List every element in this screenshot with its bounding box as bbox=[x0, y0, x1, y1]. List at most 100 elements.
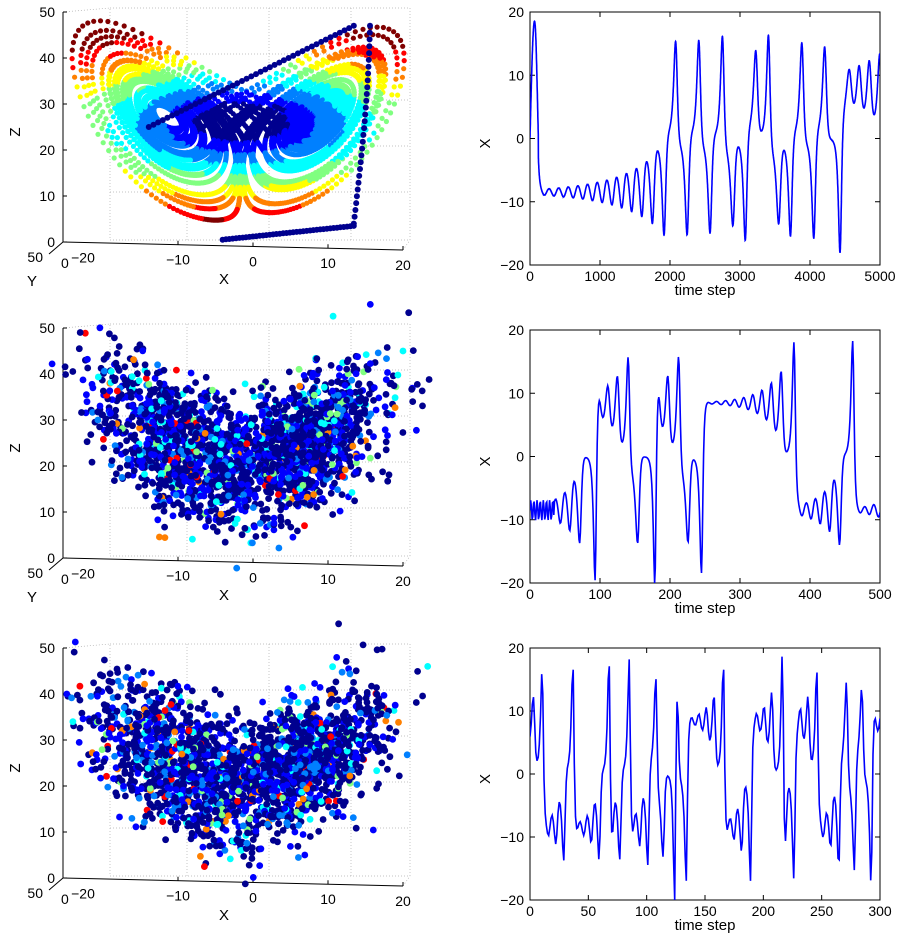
data-point bbox=[123, 146, 129, 152]
data-point bbox=[151, 51, 157, 57]
data-point bbox=[156, 188, 162, 194]
data-point bbox=[123, 134, 129, 141]
data-point bbox=[76, 27, 82, 33]
data-point bbox=[399, 74, 405, 80]
data-point bbox=[328, 39, 334, 46]
y-tick-label: 0 bbox=[61, 255, 69, 271]
data-point bbox=[343, 172, 349, 178]
data-point bbox=[101, 120, 107, 127]
data-point bbox=[159, 178, 166, 185]
data-point bbox=[146, 62, 152, 68]
y-tick-label: 50 bbox=[27, 249, 43, 265]
data-point bbox=[393, 49, 399, 55]
data-point bbox=[374, 135, 380, 141]
data-point bbox=[401, 50, 407, 56]
data-point bbox=[329, 185, 335, 191]
data-point bbox=[371, 109, 377, 115]
data-point bbox=[371, 130, 377, 136]
data-point bbox=[69, 47, 75, 53]
data-point bbox=[394, 55, 400, 61]
data-point bbox=[111, 101, 117, 107]
data-point bbox=[261, 83, 268, 89]
grid-line-top bbox=[62, 7, 111, 13]
data-point bbox=[280, 66, 286, 72]
data-point bbox=[288, 62, 294, 68]
data-point bbox=[354, 137, 360, 143]
data-point bbox=[304, 67, 310, 73]
data-point bbox=[401, 66, 407, 72]
data-point bbox=[107, 86, 113, 93]
data-point bbox=[138, 45, 144, 52]
data-point bbox=[112, 105, 119, 111]
z-tick-label: 40 bbox=[39, 50, 55, 66]
data-point bbox=[108, 108, 114, 114]
data-point bbox=[400, 43, 406, 49]
data-point bbox=[103, 27, 109, 33]
data-point bbox=[350, 35, 356, 41]
data-point bbox=[114, 141, 120, 147]
data-point bbox=[128, 37, 134, 43]
data-point bbox=[295, 57, 301, 64]
data-point bbox=[374, 24, 380, 30]
data-point bbox=[149, 58, 155, 64]
data-point bbox=[393, 76, 399, 82]
data-point bbox=[148, 170, 154, 177]
data-point bbox=[282, 80, 289, 86]
data-point bbox=[88, 32, 94, 38]
data-point bbox=[152, 173, 158, 179]
x-tick-label: 0 bbox=[249, 253, 257, 269]
data-point bbox=[152, 185, 158, 191]
data-point bbox=[69, 56, 75, 62]
data-point bbox=[324, 188, 330, 194]
data-point bbox=[117, 162, 123, 168]
data-point bbox=[348, 160, 354, 166]
data-point bbox=[401, 58, 407, 64]
data-point bbox=[105, 18, 111, 25]
data-point bbox=[273, 86, 279, 93]
data-point bbox=[379, 85, 385, 91]
data-point bbox=[114, 39, 120, 46]
data-point bbox=[133, 169, 139, 175]
data-point bbox=[81, 104, 87, 110]
data-point bbox=[99, 80, 105, 86]
data-point bbox=[352, 29, 358, 35]
data-point bbox=[144, 167, 150, 173]
data-point bbox=[244, 89, 250, 95]
data-point bbox=[131, 43, 137, 49]
data-point bbox=[138, 184, 144, 190]
data-point bbox=[97, 102, 103, 108]
data-point bbox=[374, 103, 380, 109]
data-point bbox=[288, 77, 294, 83]
data-point bbox=[90, 81, 96, 87]
data-point bbox=[110, 114, 116, 120]
data-point bbox=[100, 109, 106, 115]
data-point bbox=[147, 182, 153, 188]
data-point bbox=[181, 75, 187, 81]
data-point bbox=[117, 115, 123, 121]
data-point bbox=[273, 70, 279, 76]
data-point bbox=[348, 167, 355, 173]
data-point bbox=[72, 74, 78, 80]
data-point bbox=[85, 49, 91, 55]
z-axis-label: Z bbox=[7, 127, 24, 136]
data-point bbox=[118, 140, 125, 146]
data-point bbox=[369, 142, 375, 148]
data-point bbox=[85, 113, 91, 119]
data-point bbox=[86, 82, 92, 88]
data-point bbox=[218, 82, 224, 88]
data-point bbox=[148, 35, 154, 41]
data-point bbox=[319, 44, 326, 50]
data-point bbox=[279, 72, 285, 78]
data-point bbox=[343, 151, 349, 157]
data-point bbox=[345, 48, 351, 55]
data-point bbox=[142, 43, 148, 49]
data-point bbox=[366, 137, 372, 143]
data-point bbox=[154, 60, 160, 66]
data-point bbox=[138, 53, 144, 60]
data-point bbox=[98, 35, 104, 41]
data-point bbox=[186, 78, 192, 84]
data-point bbox=[391, 44, 397, 50]
data-point bbox=[334, 173, 340, 179]
data-point bbox=[85, 20, 91, 26]
data-point bbox=[125, 41, 131, 47]
